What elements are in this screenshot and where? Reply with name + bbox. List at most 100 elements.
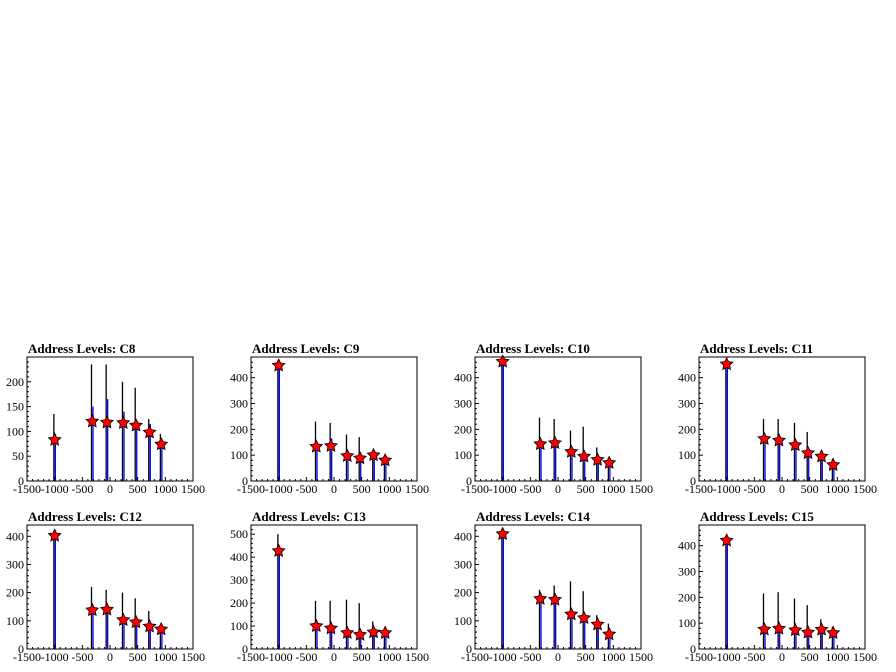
y-tick-label: 150 — [6, 400, 24, 414]
chart-panel: Address Levels: C12 -1500 -1000 -500 0 500 100… — [6, 509, 205, 664]
plot-frame — [26, 524, 194, 650]
chart-title: Address Levels: C10 — [476, 341, 590, 356]
star-marker — [323, 438, 339, 452]
star-marker — [757, 621, 772, 636]
chart-panel: Address Levels: C13 -1500 -1000 -500 0 500 100… — [230, 509, 429, 664]
x-tick-label: -1500 — [461, 482, 489, 496]
y-tick-label: 300 — [454, 557, 472, 571]
chart-title: Address Levels: C9 — [252, 341, 360, 356]
star-marker — [271, 358, 286, 372]
x-tick-label: -1000 — [265, 482, 293, 496]
y-tick-label: 400 — [454, 371, 472, 385]
y-tick-label: 300 — [678, 397, 696, 411]
star-marker — [142, 619, 157, 633]
y-tick-label: 200 — [454, 586, 472, 600]
x-tick-label: -1500 — [13, 650, 41, 664]
y-tick-label: 300 — [678, 565, 696, 579]
x-tick-label: 500 — [353, 482, 371, 496]
x-tick-label: 1500 — [405, 482, 429, 496]
x-tick-label: -500 — [519, 482, 541, 496]
x-tick-label: 500 — [801, 650, 819, 664]
star-marker — [590, 452, 605, 466]
x-tick-label: -500 — [519, 650, 541, 664]
x-tick-label: 0 — [779, 650, 785, 664]
x-tick-label: 1000 — [153, 650, 177, 664]
star-marker — [323, 620, 339, 635]
y-tick-label: 0 — [18, 474, 24, 488]
star-marker — [590, 617, 605, 631]
star-marker — [533, 591, 548, 605]
y-tick-label: 0 — [18, 642, 24, 656]
y-tick-label: 100 — [6, 424, 24, 438]
star-marker — [378, 625, 393, 639]
chart-title: Address Levels: C15 — [700, 509, 814, 524]
chart-panel: Address Levels: C11 -1500 -1000 -500 0 500 100… — [678, 341, 877, 496]
star-marker — [47, 528, 62, 542]
y-tick-label: 300 — [454, 397, 472, 411]
x-tick-label: -1500 — [237, 650, 265, 664]
star-marker — [154, 621, 169, 636]
x-tick-label: -1500 — [461, 650, 489, 664]
star-marker — [564, 444, 579, 458]
x-tick-label: 1500 — [629, 650, 653, 664]
chart-panel: Address Levels: C10 -1500 -1000 -500 0 500 100… — [454, 341, 653, 496]
star-marker — [366, 447, 381, 462]
star-marker — [495, 354, 510, 368]
x-tick-label: 500 — [577, 650, 595, 664]
star-marker — [533, 436, 548, 451]
star-marker — [352, 627, 368, 641]
chart-title: Address Levels: C14 — [476, 509, 590, 524]
star-marker — [576, 449, 592, 463]
y-tick-label: 300 — [230, 573, 248, 587]
star-marker — [99, 415, 115, 429]
star-marker — [826, 625, 841, 639]
y-tick-label: 500 — [230, 527, 248, 541]
x-tick-label: 1000 — [601, 650, 625, 664]
x-tick-label: 1000 — [825, 482, 849, 496]
y-tick-label: 100 — [678, 616, 696, 630]
star-marker — [85, 414, 100, 428]
x-tick-label: 500 — [353, 650, 371, 664]
y-tick-label: 100 — [454, 448, 472, 462]
star-marker — [814, 449, 829, 463]
x-tick-label: -1500 — [237, 482, 265, 496]
star-marker — [771, 433, 787, 447]
star-marker — [547, 592, 563, 606]
x-tick-label: -500 — [743, 650, 765, 664]
star-marker — [814, 622, 829, 636]
y-tick-label: 200 — [230, 596, 248, 610]
star-marker — [788, 622, 803, 637]
plot-frame — [474, 524, 642, 650]
x-tick-label: -1000 — [489, 650, 517, 664]
y-tick-label: 200 — [454, 422, 472, 436]
x-tick-label: 0 — [107, 650, 113, 664]
x-tick-label: 500 — [577, 482, 595, 496]
star-marker — [99, 602, 115, 616]
x-tick-label: -1000 — [713, 650, 741, 664]
x-tick-label: 0 — [555, 650, 561, 664]
star-marker — [340, 448, 355, 462]
star-marker — [788, 437, 803, 452]
y-tick-label: 0 — [242, 642, 248, 656]
star-marker — [128, 614, 144, 629]
x-tick-label: 0 — [331, 482, 337, 496]
star-marker — [826, 457, 841, 471]
star-marker — [142, 424, 157, 439]
chart-panel: Address Levels: C8-1500 -1000 -500 0 500 1000… — [6, 341, 205, 496]
y-tick-label: 0 — [690, 642, 696, 656]
y-tick-label: 0 — [690, 474, 696, 488]
y-tick-label: 100 — [230, 448, 248, 462]
x-tick-label: -1500 — [685, 650, 713, 664]
y-tick-label: 0 — [242, 474, 248, 488]
y-tick-label: 400 — [230, 371, 248, 385]
x-tick-label: 1500 — [853, 482, 877, 496]
x-tick-label: 0 — [555, 482, 561, 496]
x-tick-label: -1000 — [713, 482, 741, 496]
x-tick-label: -1000 — [265, 650, 293, 664]
star-marker — [366, 624, 381, 639]
plot-frame — [250, 356, 418, 482]
x-tick-label: -1500 — [13, 482, 41, 496]
star-marker — [757, 431, 772, 445]
plot-frame — [26, 356, 194, 482]
